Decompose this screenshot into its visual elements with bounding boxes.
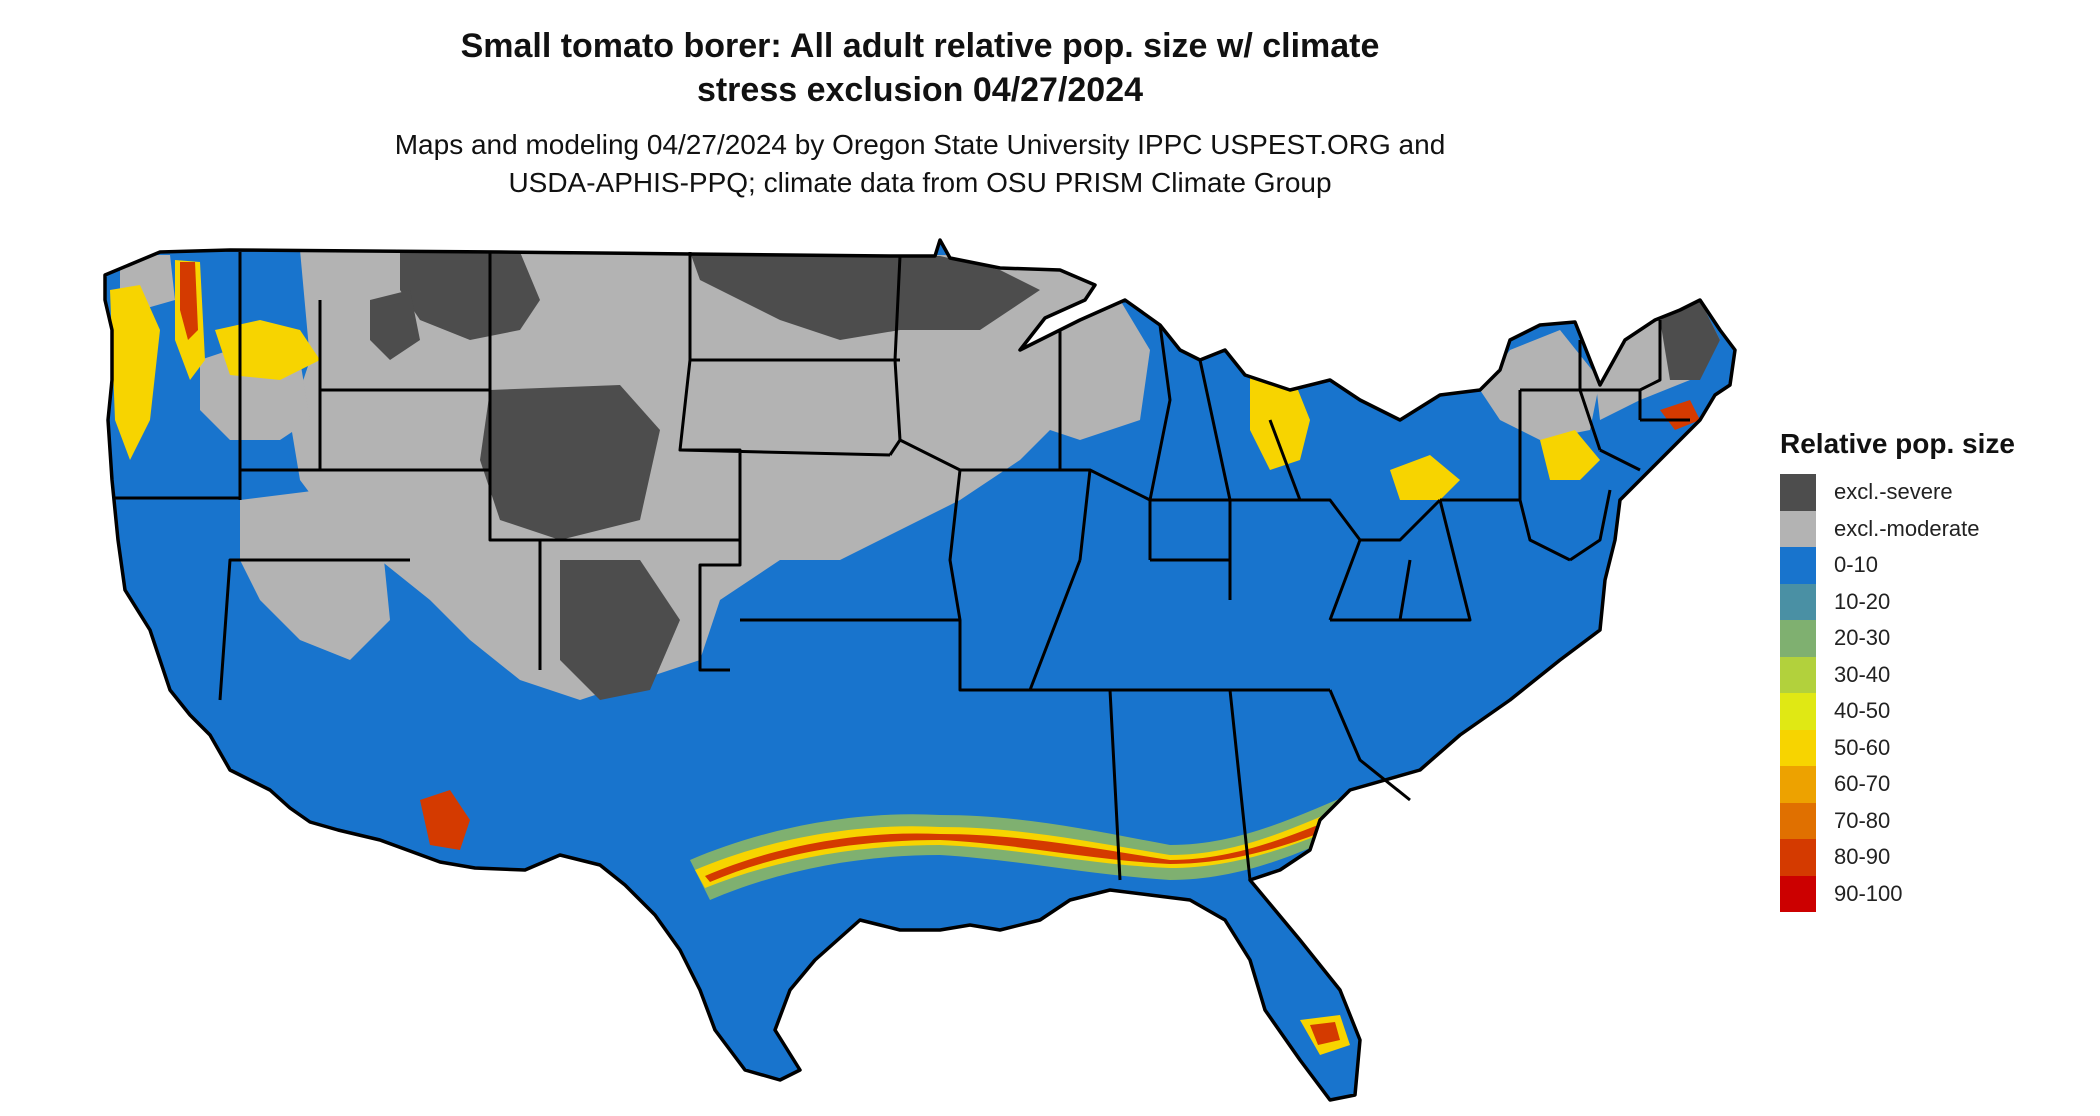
raster-layer [105, 240, 1735, 1100]
legend-label: 50-60 [1834, 734, 1891, 760]
legend-item: 60-70 [1780, 766, 2080, 803]
subtitle-line-1: Maps and modeling 04/27/2024 by Oregon S… [394, 129, 1446, 160]
legend-swatch [1780, 547, 1816, 584]
legend-swatch [1780, 802, 1816, 839]
us-map [103, 238, 1737, 1102]
legend-swatch [1780, 620, 1816, 657]
legend-item: 0-10 [1780, 547, 2080, 584]
high-population-band-south [690, 790, 1380, 900]
legend-label: 60-70 [1834, 771, 1891, 797]
map-subtitle: Maps and modeling 04/27/2024 by Oregon S… [0, 126, 1840, 202]
subtitle-line-2: USDA-APHIS-PPQ; climate data from OSU PR… [508, 167, 1332, 198]
legend-item: 70-80 [1780, 802, 2080, 839]
legend-swatch [1780, 693, 1816, 730]
legend-label: 40-50 [1834, 698, 1891, 724]
legend-label: 70-80 [1834, 807, 1891, 833]
legend-label: 20-30 [1834, 625, 1891, 651]
legend-item: 90-100 [1780, 875, 2080, 912]
legend-item: excl.-severe [1780, 474, 2080, 511]
legend-label: 10-20 [1834, 588, 1891, 614]
legend-swatch [1780, 875, 1816, 912]
legend-label: 80-90 [1834, 844, 1891, 870]
title-line-1: Small tomato borer: All adult relative p… [460, 27, 1380, 65]
hotspots-red [180, 262, 1700, 1045]
legend-swatch [1780, 839, 1816, 876]
legend-swatch [1780, 474, 1816, 511]
legend-label: 0-10 [1834, 552, 1879, 578]
state-borders [103, 238, 1737, 1102]
moderate-exclusion-zones [120, 250, 1720, 700]
legend-label: 90-100 [1834, 880, 1903, 906]
legend-item: 20-30 [1780, 620, 2080, 657]
legend-label: 30-40 [1834, 661, 1891, 687]
map-title: Small tomato borer: All adult relative p… [0, 24, 1840, 112]
title-line-2: stress exclusion 04/27/2024 [696, 71, 1144, 109]
legend-swatch [1780, 656, 1816, 693]
legend-item: 50-60 [1780, 729, 2080, 766]
severe-exclusion-zones [370, 252, 1720, 700]
legend-label: excl.-moderate [1834, 515, 1980, 541]
legend-items: excl.-severe excl.-moderate 0-10 10-20 20-30… [1780, 474, 2080, 912]
legend-swatch [1780, 510, 1816, 547]
map-legend: Relative pop. size excl.-severe excl.-mod… [1780, 428, 2080, 912]
legend-item: 40-50 [1780, 693, 2080, 730]
legend-item: 30-40 [1780, 656, 2080, 693]
legend-title: Relative pop. size [1780, 428, 2015, 459]
legend-item: 10-20 [1780, 583, 2080, 620]
legend-item: 80-90 [1780, 839, 2080, 876]
legend-swatch [1780, 729, 1816, 766]
legend-label: excl.-severe [1834, 479, 1953, 505]
legend-swatch [1780, 766, 1816, 803]
legend-item: excl.-moderate [1780, 510, 2080, 547]
legend-swatch [1780, 583, 1816, 620]
